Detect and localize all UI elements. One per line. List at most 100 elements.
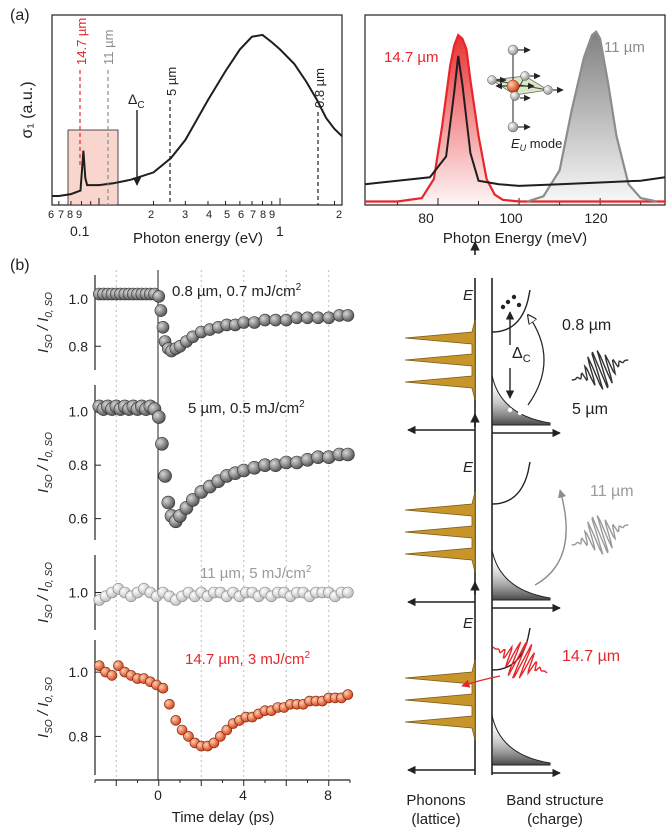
- major-tick-1: 1: [276, 223, 284, 239]
- phonon-dos-icon: [404, 319, 476, 401]
- data-point: [161, 495, 176, 510]
- hole-dot: [517, 410, 523, 416]
- mid-ir-highlight-box: [67, 129, 119, 206]
- schem-label-08um: 0.8 µm: [562, 317, 611, 334]
- energy-label-1: E: [463, 287, 474, 304]
- data-point: [290, 311, 304, 325]
- data-point: [237, 316, 251, 329]
- major-tick-01: 0.1: [70, 223, 90, 239]
- electron-dots-icon: [516, 302, 522, 308]
- conductivity-curve: [52, 33, 343, 197]
- data-point: [269, 313, 282, 327]
- data-point: [258, 313, 272, 327]
- band-dos-icon: [491, 714, 551, 766]
- b-ytick-label: 0.8: [69, 728, 89, 744]
- right-tick-120: 120: [584, 210, 608, 226]
- right-tick-80: 80: [418, 210, 434, 226]
- minor-tick-6: 6: [48, 209, 54, 221]
- pump-147um-spectrum-fill: [365, 35, 665, 205]
- panel-b-ylabels: ISO / I0, SO ISO / I0, SO ISO / I0, SO ISO …: [35, 292, 55, 738]
- label-147um: 14.7 µm: [74, 18, 89, 65]
- b-ytick-label: 1.0: [69, 664, 89, 680]
- panel-a-left: 14.7 µm 11 µm 5 µm 0.8 µm ΔC σ₁ (a.u.) 6…: [19, 14, 343, 247]
- panel-b: 1.0 0.8 1.0 0.8 0.6 1.0 1.0 0.8 0.8 µm, 0.7 mJ/…: [35, 270, 355, 826]
- data-point: [341, 309, 355, 322]
- schem-label-gap: ΔC: [512, 345, 531, 365]
- minor-tick-7b: 7: [250, 209, 256, 221]
- eu-mode-label: EU mode: [511, 136, 562, 153]
- pump-147um-spectrum: [365, 33, 665, 203]
- charge-label: (charge): [527, 811, 583, 828]
- band-dos-icon: [491, 374, 551, 426]
- hole-dot: [513, 402, 519, 408]
- data-point: [186, 493, 200, 507]
- laser-pulse-icon: [571, 350, 629, 390]
- electron-dots-icon: [511, 294, 517, 300]
- b-ylabel: ISO / I0, SO: [35, 292, 55, 353]
- phonons-label: Phonons: [406, 792, 465, 809]
- panel-b-datapoints: [92, 287, 355, 752]
- data-point: [154, 304, 168, 317]
- b-ytick-label: 0.6: [69, 511, 89, 527]
- data-point: [176, 724, 188, 736]
- minor-tick-6b: 6: [238, 209, 244, 221]
- schem-label-5um: 5 µm: [572, 401, 608, 418]
- laser-pulse-icon: [492, 641, 548, 679]
- panel-b-xlabel: Time delay (ps): [172, 809, 275, 826]
- data-point: [164, 698, 175, 710]
- b-ylabel: ISO / I0, SO: [35, 432, 55, 493]
- right-label-147um: 14.7 µm: [384, 49, 439, 66]
- energy-label-2: E: [463, 459, 474, 476]
- eu-mode-crystal-icon: [487, 44, 564, 133]
- panel-b-gridlines: [115, 270, 330, 780]
- minor-tick-2: 2: [148, 209, 154, 221]
- band-structure-label: Band structure: [506, 792, 604, 809]
- b-ytick-label: 1.0: [69, 585, 89, 601]
- minor-tick-8b: 8: [260, 209, 266, 221]
- phonon-dos-icon: [404, 659, 476, 741]
- right-tick-100: 100: [499, 210, 523, 226]
- panel-a-right-xlabel: Photon Energy (meV): [443, 230, 587, 247]
- minor-tick-3: 3: [182, 209, 188, 221]
- data-point: [215, 731, 226, 742]
- series-label-147um: 14.7 µm, 3 mJ/cm2: [185, 650, 311, 668]
- schem-label-147um: 14.7 µm: [562, 648, 620, 665]
- pump-11um-spectrum-fill: [527, 31, 657, 206]
- minor-tick-2b: 2: [336, 209, 342, 221]
- data-point: [156, 320, 170, 334]
- minor-tick-5: 5: [224, 209, 230, 221]
- schematic-column: Phonons (lattice) Band structure (charge…: [404, 241, 634, 828]
- data-point: [342, 689, 354, 700]
- data-point: [94, 660, 105, 672]
- data-point: [248, 316, 261, 329]
- data-point: [157, 682, 169, 694]
- panel-b-axes: 1.0 0.8 1.0 0.8 0.6 1.0 1.0 0.8: [69, 275, 351, 786]
- b-ylabel: ISO / I0, SO: [35, 562, 55, 623]
- panel-label-a: (a): [10, 7, 30, 24]
- data-point: [152, 410, 166, 424]
- data-point: [279, 313, 293, 327]
- minor-tick-8: 8: [67, 209, 73, 221]
- label-11um: 11 µm: [101, 30, 116, 65]
- conduction-band-edge: [491, 289, 531, 333]
- b-ytick-label: 0.8: [69, 457, 89, 473]
- probe-spectrum: [364, 55, 666, 187]
- data-point: [342, 586, 354, 599]
- data-point: [208, 737, 220, 749]
- x-tick-4: 4: [239, 787, 247, 803]
- data-point: [155, 436, 169, 451]
- x-tick-8: 8: [324, 787, 332, 803]
- b-ytick-label: 0.8: [69, 338, 89, 354]
- schem-label-11um: 11 µm: [590, 483, 634, 500]
- data-point: [158, 469, 172, 483]
- data-point: [106, 670, 118, 681]
- electron-dots-icon: [505, 299, 511, 305]
- schematic-diagrams: [404, 241, 629, 778]
- panel-a-xlabel: Photon energy (eV): [133, 230, 263, 247]
- series-label-5um: 5 µm, 0.5 mJ/cm2: [188, 399, 305, 417]
- data-point: [113, 660, 124, 672]
- label-gap: ΔC: [128, 91, 145, 111]
- phonon-dos-icon: [404, 491, 476, 573]
- conduction-band-edge: [491, 461, 531, 505]
